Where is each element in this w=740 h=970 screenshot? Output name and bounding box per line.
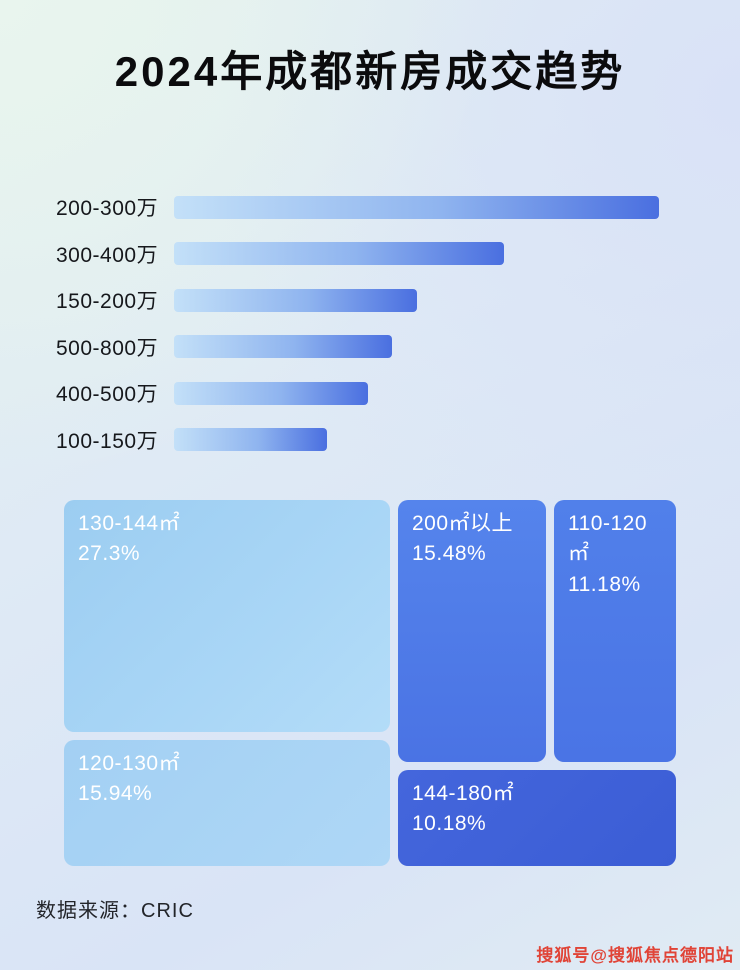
bar-fill: [174, 381, 368, 405]
bar-fill: [174, 288, 417, 312]
bar-track: [174, 195, 659, 219]
bar-row: 100-150万: [56, 417, 659, 464]
bar-track: [174, 428, 659, 452]
bar-row: 300-400万: [56, 231, 659, 278]
treemap-block-200-plus: 200㎡以上 15.48%: [398, 500, 546, 762]
treemap-block-value: 11.18%: [568, 572, 641, 596]
price-band-bar-chart: 200-300万 300-400万 150-200万 500-800万 400-…: [56, 184, 659, 463]
treemap-block-label: 120-130㎡: [78, 752, 181, 775]
bar-row: 500-800万: [56, 324, 659, 371]
treemap-block-value: 15.48%: [412, 542, 487, 566]
watermark-text: 搜狐号@搜狐焦点德阳站: [536, 946, 734, 965]
bar-category-label: 150-200万: [56, 290, 159, 314]
treemap-block-value: 15.94%: [78, 782, 153, 806]
bar-fill: [174, 242, 504, 266]
treemap-block-label: 144-180㎡: [412, 782, 515, 805]
bar-track: [174, 242, 659, 266]
bar-row: 150-200万: [56, 277, 659, 324]
treemap-block-value: 27.3%: [78, 542, 141, 566]
treemap-block-label: 110-120㎡: [568, 512, 648, 566]
bar-category-label: 300-400万: [56, 243, 159, 267]
bar-track: [174, 335, 659, 359]
treemap-block-120-130: 120-130㎡ 15.94%: [64, 740, 390, 866]
bar-category-label: 100-150万: [56, 429, 159, 453]
bar-category-label: 500-800万: [56, 336, 159, 360]
bar-fill: [174, 195, 659, 219]
bar-fill: [174, 428, 327, 452]
treemap-block-label: 130-144㎡: [78, 512, 181, 535]
treemap-block-130-144: 130-144㎡ 27.3%: [64, 500, 390, 732]
area-size-treemap: 130-144㎡ 27.3% 120-130㎡ 15.94% 200㎡以上 15…: [64, 500, 676, 866]
treemap-block-110-120: 110-120㎡ 11.18%: [554, 500, 676, 762]
bar-category-label: 400-500万: [56, 383, 159, 407]
page-title: 2024年成都新房成交趋势: [114, 48, 626, 95]
bar-fill: [174, 335, 393, 359]
data-source-label: 数据来源：CRIC: [36, 900, 194, 922]
bar-row: 400-500万: [56, 370, 659, 417]
bar-track: [174, 288, 659, 312]
bar-row: 200-300万: [56, 184, 659, 231]
bar-track: [174, 381, 659, 405]
bar-category-label: 200-300万: [56, 197, 159, 221]
treemap-block-value: 10.18%: [412, 812, 487, 836]
treemap-block-label: 200㎡以上: [412, 512, 514, 535]
treemap-block-144-180: 144-180㎡ 10.18%: [398, 770, 676, 866]
